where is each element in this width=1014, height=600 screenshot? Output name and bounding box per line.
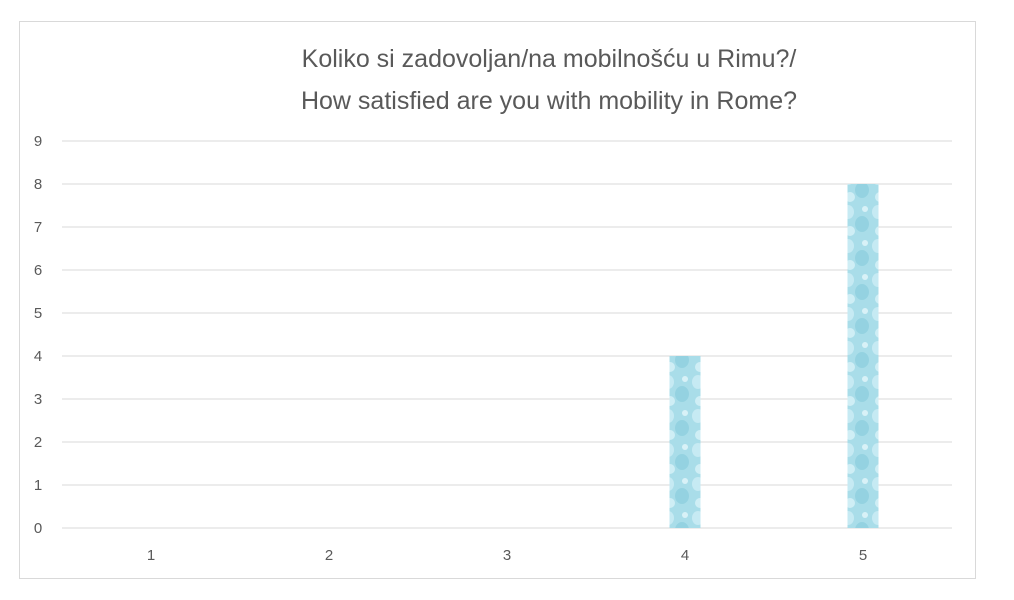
chart-title-line-1: Koliko si zadovoljan/na mobilnošću u Rim…	[301, 45, 797, 73]
y-tick-label: 6	[34, 262, 42, 279]
y-tick-label: 8	[34, 176, 42, 193]
x-tick-label: 1	[147, 547, 155, 564]
bar	[669, 356, 701, 528]
y-tick-label: 4	[34, 348, 42, 365]
chart-title-line-2: How satisfied are you with mobility in R…	[300, 87, 798, 115]
y-tick-label: 5	[34, 305, 42, 322]
bar	[847, 184, 879, 528]
y-tick-label: 0	[34, 520, 42, 537]
y-tick-label: 9	[34, 133, 42, 150]
y-tick-label: 2	[34, 434, 42, 451]
x-tick-label: 3	[503, 547, 511, 564]
x-tick-label: 5	[859, 547, 867, 564]
x-tick-label: 2	[325, 547, 333, 564]
chart-area	[19, 21, 976, 579]
y-tick-label: 3	[34, 391, 42, 408]
y-tick-label: 1	[34, 477, 42, 494]
y-tick-label: 7	[34, 219, 42, 236]
x-tick-label: 4	[681, 547, 689, 564]
